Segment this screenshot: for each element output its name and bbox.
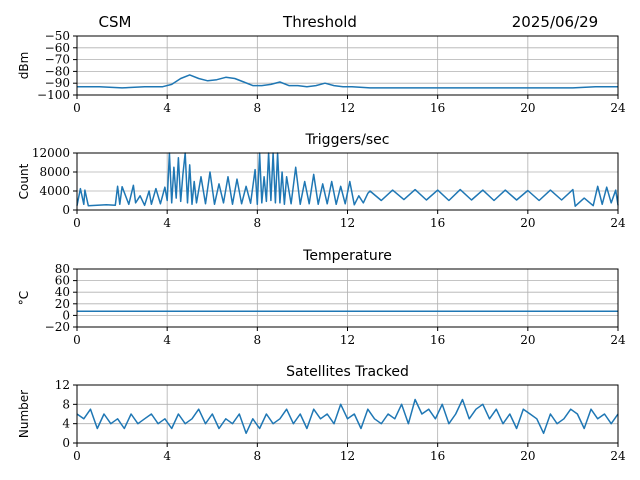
temperature-xtick-label-3: 12: [340, 333, 355, 347]
threshold-ytick-label-4: −60: [45, 41, 70, 55]
panel-satellites: 0 4 8 12 16 20 24 0 4 8 12 Number Satellites Tracked: [17, 364, 626, 463]
header-center: Threshold: [282, 13, 357, 31]
satellites-series-line: [76, 398, 619, 435]
temperature-xtick-label-4: 16: [430, 333, 445, 347]
temperature-xtick-label-0: 0: [73, 333, 81, 347]
satellites-xtick-label-2: 8: [254, 449, 262, 463]
satellites-ytick-label-2: 8: [62, 397, 70, 411]
satellites-ytick-label-3: 12: [55, 378, 70, 392]
temperature-ytick-label-3: 40: [55, 285, 70, 299]
satellites-xtick-label-0: 0: [73, 449, 81, 463]
header-left: CSM: [99, 13, 132, 31]
satellites-xtick-label-1: 4: [163, 449, 171, 463]
threshold-ytick-label-3: −70: [45, 53, 70, 67]
threshold-xtick-label-6: 24: [610, 101, 626, 115]
triggers-xtick-label-6: 24: [610, 216, 626, 230]
temperature-ytick-label-1: 0: [62, 308, 70, 322]
threshold-xtick-label-0: 0: [73, 101, 81, 115]
triggers-xtick-label-3: 12: [340, 216, 355, 230]
satellites-xtick-label-5: 20: [520, 449, 535, 463]
threshold-ytick-label-0: −100: [37, 88, 70, 102]
triggers-xtick-label-4: 16: [430, 216, 445, 230]
triggers-title: Triggers/sec: [305, 132, 390, 148]
satellites-ylabel: Number: [17, 390, 31, 438]
temperature-ytick-label-0: −20: [45, 320, 70, 334]
satellites-xtick-label-6: 24: [610, 449, 626, 463]
threshold-ytick-label-5: −50: [45, 29, 70, 43]
triggers-ytick-label-1: 4000: [39, 184, 70, 198]
temperature-xtick-label-2: 8: [254, 333, 262, 347]
threshold-ytick-label-1: −90: [45, 76, 70, 90]
header-right: 2025/06/29: [512, 13, 598, 31]
temperature-ytick-label-5: 80: [55, 262, 70, 276]
threshold-series-line: [77, 74, 618, 89]
triggers-series-line: [76, 152, 619, 207]
threshold-xtick-label-1: 4: [163, 101, 171, 115]
temperature-ylabel: °C: [17, 291, 31, 305]
threshold-xtick-label-2: 8: [254, 101, 262, 115]
triggers-xtick-label-5: 20: [520, 216, 535, 230]
triggers-ytick-label-0: 0: [62, 203, 70, 217]
threshold-xtick-label-4: 16: [430, 101, 445, 115]
triggers-ylabel: Count: [17, 163, 31, 199]
threshold-xtick-label-3: 12: [340, 101, 355, 115]
panels: 0 4 8 12 16 20 24 −100−90−80−70−60−50 dBm 0 4 8 12 16…: [17, 29, 626, 463]
temperature-xtick-label-6: 24: [610, 333, 626, 347]
satellites-xtick-label-4: 16: [430, 449, 445, 463]
temperature-title: Temperature: [302, 248, 392, 264]
threshold-xtick-label-5: 20: [520, 101, 535, 115]
temperature-ytick-label-4: 60: [55, 274, 70, 288]
temperature-xtick-label-1: 4: [163, 333, 171, 347]
panel-threshold: 0 4 8 12 16 20 24 −100−90−80−70−60−50 dBm: [17, 29, 626, 115]
temperature-ytick-label-2: 20: [55, 297, 70, 311]
triggers-ytick-label-3: 12000: [32, 146, 70, 160]
satellites-xtick-label-3: 12: [340, 449, 355, 463]
triggers-xtick-label-0: 0: [73, 216, 81, 230]
satellites-title: Satellites Tracked: [286, 364, 409, 380]
satellites-ytick-label-0: 0: [62, 436, 70, 450]
triggers-ytick-label-2: 8000: [39, 165, 70, 179]
threshold-ytick-label-2: −80: [45, 64, 70, 78]
triggers-xtick-label-2: 8: [254, 216, 262, 230]
triggers-xtick-label-1: 4: [163, 216, 171, 230]
threshold-ylabel: dBm: [17, 52, 31, 80]
temperature-xtick-label-5: 20: [520, 333, 535, 347]
satellites-ytick-label-1: 4: [62, 417, 70, 431]
